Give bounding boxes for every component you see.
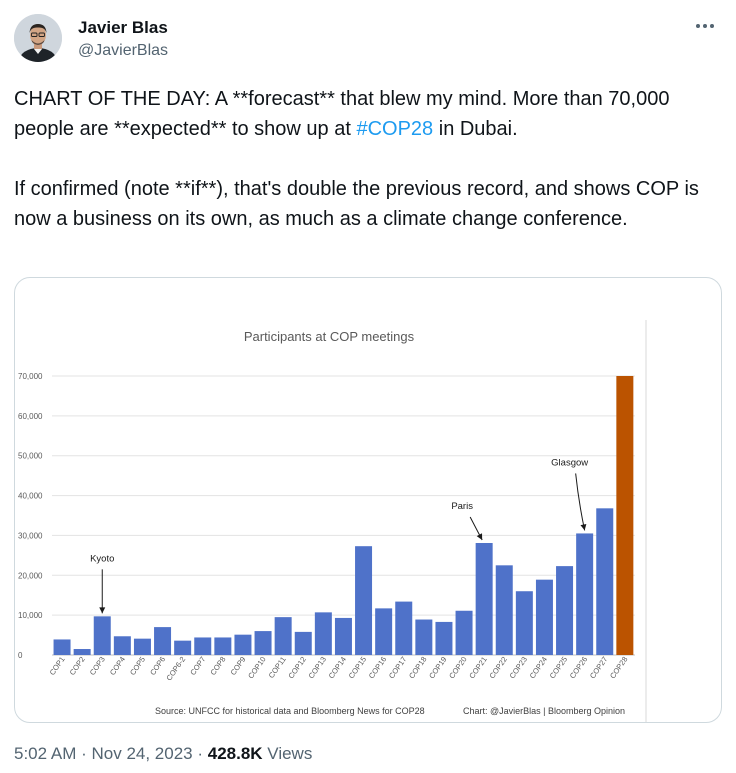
x-tick-label: COP25: [548, 655, 569, 680]
y-tick-label: 40,000: [18, 492, 43, 501]
bar-cop18: [415, 619, 433, 655]
x-tick-label: COP22: [487, 655, 508, 680]
y-tick-label: 20,000: [18, 571, 43, 580]
more-dots-icon: [696, 24, 714, 28]
bar-cop20: [455, 610, 473, 655]
bar-cop3: [93, 616, 111, 655]
avatar-photo-icon: [14, 14, 62, 62]
bar-cop16: [375, 608, 393, 655]
tweet-date[interactable]: Nov 24, 2023: [91, 744, 193, 763]
bar-cop17: [395, 601, 413, 655]
bar-cop10: [254, 631, 272, 655]
x-tick-label: COP1: [48, 655, 67, 677]
chart-credit: Chart: @JavierBlas | Bloomberg Opinion: [463, 706, 625, 716]
author-name[interactable]: Javier Blas: [78, 18, 168, 37]
author-handle[interactable]: @JavierBlas: [78, 42, 169, 59]
tweet-text-part: in Dubai.: [433, 118, 518, 140]
meta-separator: ·: [192, 744, 208, 763]
bar-cop22: [495, 565, 513, 655]
x-tick-label: COP4: [108, 655, 127, 677]
x-tick-label: COP5: [128, 655, 147, 677]
bar-cop8: [214, 637, 232, 655]
tweet-media-chart[interactable]: Participants at COP meetings 0 10,000 20,0…: [14, 277, 722, 723]
tweet-text-part: CHART OF THE DAY: A **forecast** that bl…: [14, 88, 670, 140]
x-tick-label: COP6: [148, 655, 167, 677]
x-tick-label: COP21: [467, 655, 488, 680]
bar-cop2: [73, 649, 91, 655]
tweet-paragraph-2: If confirmed (note **if**), that's doubl…: [14, 178, 699, 230]
x-tick-label: COP20: [447, 655, 468, 680]
annotation-arrow: [575, 473, 586, 531]
meta-separator: ·: [76, 744, 92, 763]
bar-cop6-2: [174, 640, 192, 655]
x-tick-label: COP23: [508, 655, 529, 680]
bar-chart: Participants at COP meetings 0 10,000 20,0…: [18, 320, 647, 722]
bar-cop1: [53, 639, 71, 655]
bar-cop21: [475, 543, 493, 655]
tweet-meta: 5:02 AM · Nov 24, 2023 · 428.8K Views: [14, 744, 312, 764]
x-tick-label: COP24: [528, 655, 549, 680]
bar-cop9: [234, 634, 252, 655]
x-tick-label: COP12: [286, 655, 307, 680]
y-tick-label: 30,000: [18, 531, 43, 540]
y-tick-label: 0: [18, 651, 23, 660]
y-tick-label: 10,000: [18, 611, 43, 620]
x-tick-label: COP28: [608, 655, 629, 680]
x-tick-label: COP3: [88, 655, 107, 677]
chart-title: Participants at COP meetings: [244, 329, 415, 344]
chart-source: Source: UNFCC for historical data and Bl…: [155, 706, 425, 716]
x-tick-label: COP19: [427, 655, 448, 680]
x-tick-label: COP14: [327, 655, 348, 680]
x-tick-label: COP13: [307, 655, 328, 680]
tweet-header: Javier Blas @JavierBlas: [14, 12, 722, 64]
bar-cop28: [616, 376, 634, 655]
bar-cop7: [194, 637, 212, 655]
x-tick-label: COP17: [387, 655, 408, 680]
bar-cop23: [515, 591, 533, 655]
x-tick-label: COP6-2: [164, 655, 187, 682]
bar-cop14: [334, 617, 352, 655]
bar-cop25: [556, 566, 574, 655]
annotation-paris: Paris: [451, 501, 473, 512]
x-tick-label: COP8: [208, 655, 227, 677]
tweet-text: CHART OF THE DAY: A **forecast** that bl…: [14, 84, 724, 234]
bar-cop5: [133, 638, 151, 655]
bar-cop6: [154, 627, 172, 655]
hashtag-link[interactable]: #COP28: [356, 118, 434, 140]
y-tick-label: 70,000: [18, 372, 43, 381]
tweet-time[interactable]: 5:02 AM: [14, 744, 77, 763]
bar-cop11: [274, 617, 292, 655]
more-options-button[interactable]: [690, 14, 720, 38]
x-tick-label: COP27: [588, 655, 609, 680]
x-tick-label: COP26: [568, 655, 589, 680]
x-tick-label: COP18: [407, 655, 428, 680]
annotation-kyoto: Kyoto: [90, 553, 114, 564]
x-tick-label: COP10: [246, 655, 267, 680]
bar-cop15: [355, 546, 373, 655]
y-tick-label: 50,000: [18, 452, 43, 461]
annotation-arrowhead: [580, 523, 587, 531]
annotation-arrowhead: [476, 533, 483, 541]
x-tick-label: COP16: [367, 655, 388, 680]
annotation-arrowhead: [99, 607, 106, 614]
tweet-paragraph-1: CHART OF THE DAY: A **forecast** that bl…: [14, 84, 724, 144]
x-tick-label: COP15: [347, 655, 368, 680]
x-tick-label: COP7: [188, 655, 207, 677]
views-label: Views: [262, 744, 313, 763]
bar-cop4: [113, 636, 131, 655]
bar-cop27: [596, 508, 614, 655]
bar-cop13: [314, 612, 332, 655]
x-tick-label: COP11: [267, 655, 288, 680]
y-tick-label: 60,000: [18, 412, 43, 421]
bar-cop26: [576, 533, 594, 655]
bar-cop24: [535, 579, 553, 655]
x-tick-label: COP9: [228, 655, 247, 677]
bar-cop12: [294, 631, 312, 655]
x-tick-label: COP2: [68, 655, 87, 677]
annotation-glasgow: Glasgow: [551, 457, 588, 468]
bar-cop19: [435, 621, 453, 655]
views-count: 428.8K: [207, 744, 263, 763]
author-avatar[interactable]: [14, 14, 62, 62]
